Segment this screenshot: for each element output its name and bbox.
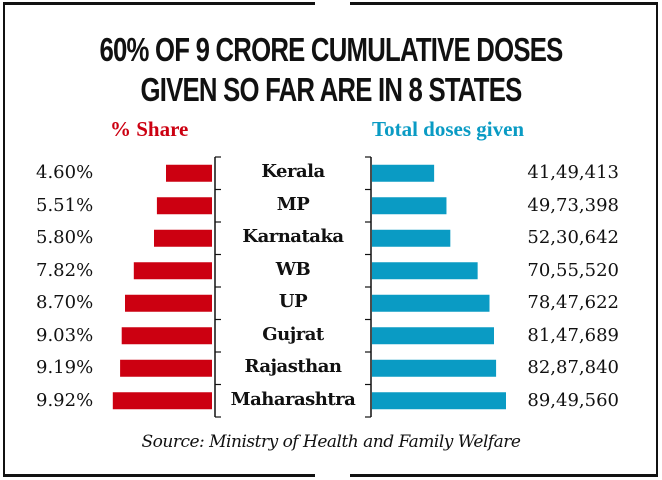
state-label: WB: [275, 258, 311, 280]
share-value-label: 9.19%: [36, 357, 94, 379]
share-bar: [154, 229, 212, 247]
doses-value-label: 41,49,413: [527, 162, 619, 184]
doses-bar: [372, 197, 447, 215]
share-value-label: 5.51%: [36, 194, 94, 216]
chart-title-line-2: GIVEN SO FAR ARE IN 8 STATES: [140, 71, 522, 108]
frame-bottom-left: [3, 474, 315, 477]
doses-value-label: 70,55,520: [527, 259, 619, 281]
share-bar: [156, 197, 212, 215]
share-bar: [121, 327, 212, 345]
share-value-label: 9.03%: [36, 324, 94, 346]
doses-value-label: 78,47,622: [527, 292, 619, 314]
doses-value-label: 49,73,398: [527, 194, 619, 216]
doses-bar: [372, 392, 506, 410]
share-value-label: 4.60%: [36, 162, 94, 184]
share-heading: % Share: [110, 117, 189, 141]
frame-top-left: [3, 2, 315, 5]
share-bar: [166, 164, 212, 182]
doses-bar: [372, 229, 451, 247]
doses-bar: [372, 327, 494, 345]
doses-bar: [372, 262, 478, 280]
share-bar: [120, 359, 212, 377]
state-label: UP: [278, 291, 308, 313]
share-bar: [133, 262, 212, 280]
doses-value-label: 81,47,689: [527, 324, 619, 346]
share-value-label: 9.92%: [36, 389, 94, 411]
frame-right: [656, 2, 658, 477]
doses-value-label: 82,87,840: [527, 357, 619, 379]
share-value-label: 8.70%: [36, 292, 94, 314]
doses-value-label: 89,49,560: [527, 389, 619, 411]
state-label: Kerala: [261, 161, 325, 183]
state-label: Gujrat: [262, 323, 324, 345]
share-bar: [125, 294, 212, 312]
state-label: Rajasthan: [244, 356, 343, 378]
share-value-label: 7.82%: [36, 259, 94, 281]
share-value-label: 5.80%: [36, 227, 94, 249]
doses-value-label: 52,30,642: [527, 227, 619, 249]
frame-top-right: [350, 2, 658, 5]
chart-title-line-1: 60% OF 9 CRORE CUMULATIVE DOSES: [99, 31, 563, 68]
source-note: Source: Ministry of Health and Family We…: [141, 432, 521, 452]
state-label: Karnataka: [242, 226, 344, 248]
state-label: MP: [276, 193, 310, 215]
doses-bar: [372, 359, 497, 377]
doses-heading: Total doses given: [372, 117, 525, 141]
doses-bar: [372, 164, 435, 182]
doses-bar: [372, 294, 490, 312]
share-bar: [112, 392, 212, 410]
frame-left: [3, 2, 5, 477]
state-label: Maharashtra: [230, 388, 356, 410]
frame-bottom-right: [350, 474, 658, 477]
